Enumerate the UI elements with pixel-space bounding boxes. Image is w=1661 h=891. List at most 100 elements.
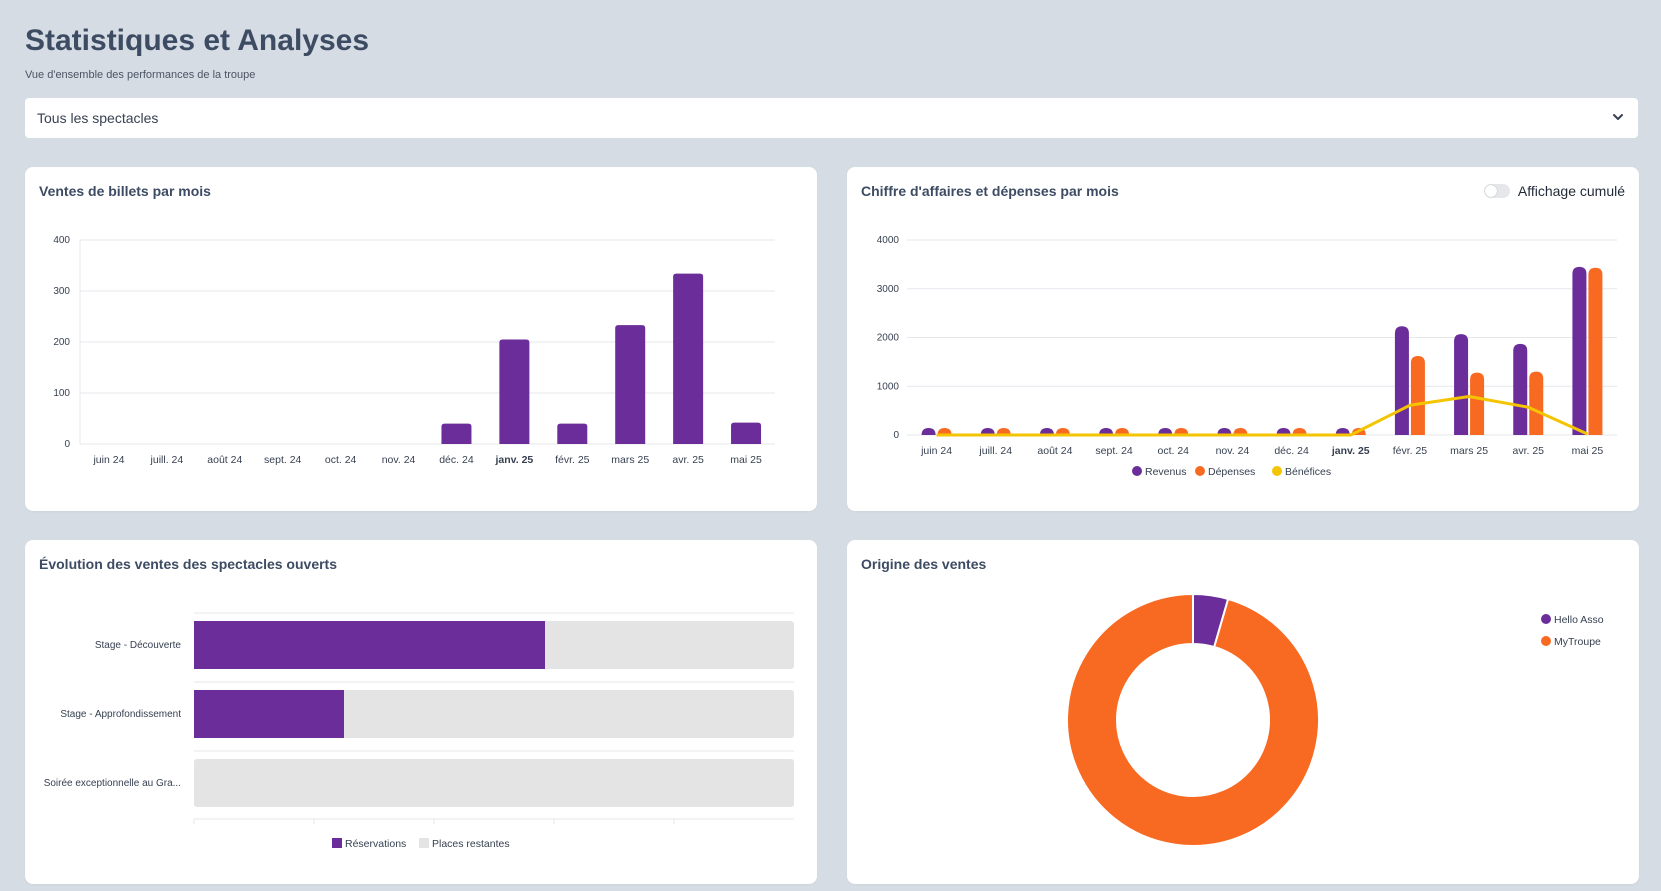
- revenue-bar: [1454, 334, 1469, 435]
- cumulative-toggle[interactable]: [1483, 184, 1510, 198]
- expense-bar: [1174, 428, 1189, 435]
- y-tick-label: 300: [53, 286, 70, 297]
- x-tick-label: mai 25: [730, 454, 762, 466]
- sales-origin-chart: Hello Asso MyTroupe: [1066, 592, 1604, 847]
- x-tick-label: juill. 24: [978, 445, 1012, 457]
- row-label: Stage - Découverte: [95, 640, 182, 651]
- legend-swatch: [1272, 466, 1282, 476]
- legend-swatch: [1195, 466, 1205, 476]
- revenue-bar: [980, 428, 995, 435]
- legend-label: Places restantes: [432, 838, 510, 850]
- x-tick-label: mai 25: [1572, 445, 1604, 457]
- revenue-bar: [921, 428, 936, 435]
- row-label: Stage - Approfondissement: [60, 709, 181, 720]
- expense-bar: [1055, 428, 1070, 435]
- y-tick-label: 4000: [877, 235, 900, 246]
- open-shows-sales-chart: Stage - Découverte Stage - Approfondissem…: [44, 612, 794, 850]
- sales-bar: [441, 423, 472, 444]
- x-tick-label: déc. 24: [1274, 445, 1309, 457]
- legend-swatch: [332, 838, 342, 848]
- revenue-bar: [1572, 266, 1587, 435]
- revenue-expenses-card: Chiffre d'affaires et dépenses par mois …: [847, 167, 1639, 511]
- expense-bar: [937, 428, 952, 435]
- x-tick-label: sept. 24: [1095, 445, 1133, 457]
- x-tick-label: oct. 24: [325, 454, 357, 466]
- x-tick-label: sept. 24: [264, 454, 302, 466]
- x-tick-label: févr. 25: [1393, 445, 1428, 457]
- revenue-bar: [1217, 428, 1232, 435]
- show-filter-select[interactable]: Tous les spectacles: [25, 98, 1638, 138]
- x-tick-label: janv. 25: [495, 454, 534, 466]
- sales-bar: [615, 325, 646, 444]
- y-tick-label: 100: [53, 388, 70, 399]
- x-tick-label: nov. 24: [382, 454, 416, 466]
- expense-bar: [1529, 371, 1544, 435]
- cumulative-toggle-label: Affichage cumulé: [1517, 183, 1625, 199]
- legend-label: Dépenses: [1208, 466, 1255, 478]
- legend-swatch: [1541, 614, 1551, 624]
- row-label: Soirée exceptionnelle au Gra...: [44, 778, 181, 789]
- sales-bar: [557, 423, 588, 444]
- page-title: Statistiques et Analyses: [25, 24, 370, 57]
- x-tick-label: nov. 24: [1216, 445, 1250, 457]
- legend-label: Réservations: [345, 838, 406, 850]
- x-tick-label: mars 25: [1450, 445, 1488, 457]
- cumulative-toggle-wrap[interactable]: Affichage cumulé: [1483, 183, 1625, 199]
- x-tick-label: juill. 24: [150, 454, 184, 466]
- x-tick-label: mars 25: [611, 454, 649, 466]
- expense-bar: [1410, 356, 1425, 435]
- legend-label: Hello Asso: [1554, 614, 1604, 626]
- card-title: Origine des ventes: [861, 556, 987, 572]
- x-tick-label: avr. 25: [1512, 445, 1544, 457]
- x-tick-label: déc. 24: [439, 454, 474, 466]
- x-tick-label: juin 24: [92, 454, 124, 466]
- legend-swatch: [419, 838, 429, 848]
- y-tick-label: 2000: [877, 333, 900, 344]
- donut-slice: [1066, 592, 1320, 847]
- revenue-bar: [1276, 428, 1291, 435]
- sales-origin-card: Origine des ventes Hello Asso MyTroupe: [847, 540, 1639, 884]
- open-shows-sales-card: Évolution des ventes des spectacles ouve…: [25, 540, 817, 884]
- sales-bar: [499, 339, 530, 444]
- y-tick-label: 200: [53, 337, 70, 348]
- revenue-bar: [1513, 343, 1528, 435]
- revenue-bar: [1099, 428, 1114, 435]
- reserved-bar: [194, 690, 344, 738]
- ticket-sales-card: Ventes de billets par mois 0 100 200 300 400…: [25, 167, 817, 511]
- revenue-bar: [1158, 428, 1173, 435]
- legend-label: MyTroupe: [1554, 636, 1601, 648]
- card-title: Ventes de billets par mois: [39, 183, 211, 199]
- remaining-bar: [194, 759, 794, 807]
- chevron-down-icon: [1613, 114, 1623, 120]
- sales-bar: [673, 273, 704, 444]
- revenue-expenses-chart: 0 1000 2000 3000 4000 juin 24 juill. 24 août 24…: [877, 235, 1617, 478]
- y-tick-label: 0: [893, 430, 899, 441]
- x-tick-label: févr. 25: [555, 454, 590, 466]
- expense-bar: [1470, 372, 1485, 435]
- y-tick-label: 400: [53, 235, 70, 246]
- revenue-bar: [1335, 428, 1350, 435]
- ticket-sales-chart: 0 100 200 300 400 juin 24 juill. 24 août 24 sept…: [53, 235, 775, 466]
- y-tick-label: 1000: [877, 381, 900, 392]
- y-tick-label: 0: [64, 439, 70, 450]
- legend-swatch: [1132, 466, 1142, 476]
- sales-bar: [731, 422, 762, 444]
- x-tick-label: août 24: [207, 454, 242, 466]
- reserved-bar: [194, 621, 545, 669]
- expense-bar: [996, 428, 1011, 435]
- expense-bar: [1115, 428, 1130, 435]
- x-tick-label: août 24: [1037, 445, 1072, 457]
- expense-bar: [1233, 428, 1248, 435]
- y-tick-label: 3000: [877, 284, 900, 295]
- x-tick-label: oct. 24: [1157, 445, 1189, 457]
- show-filter-value: Tous les spectacles: [37, 110, 159, 126]
- revenue-bar: [1394, 326, 1409, 435]
- legend-swatch: [1541, 636, 1551, 646]
- expense-bar: [1292, 428, 1307, 435]
- revenue-bar: [1039, 428, 1054, 435]
- expense-bar: [1588, 267, 1603, 435]
- card-title: Chiffre d'affaires et dépenses par mois: [861, 183, 1119, 199]
- x-tick-label: janv. 25: [1331, 445, 1370, 457]
- legend-label: Revenus: [1145, 466, 1186, 478]
- card-title: Évolution des ventes des spectacles ouve…: [39, 556, 338, 572]
